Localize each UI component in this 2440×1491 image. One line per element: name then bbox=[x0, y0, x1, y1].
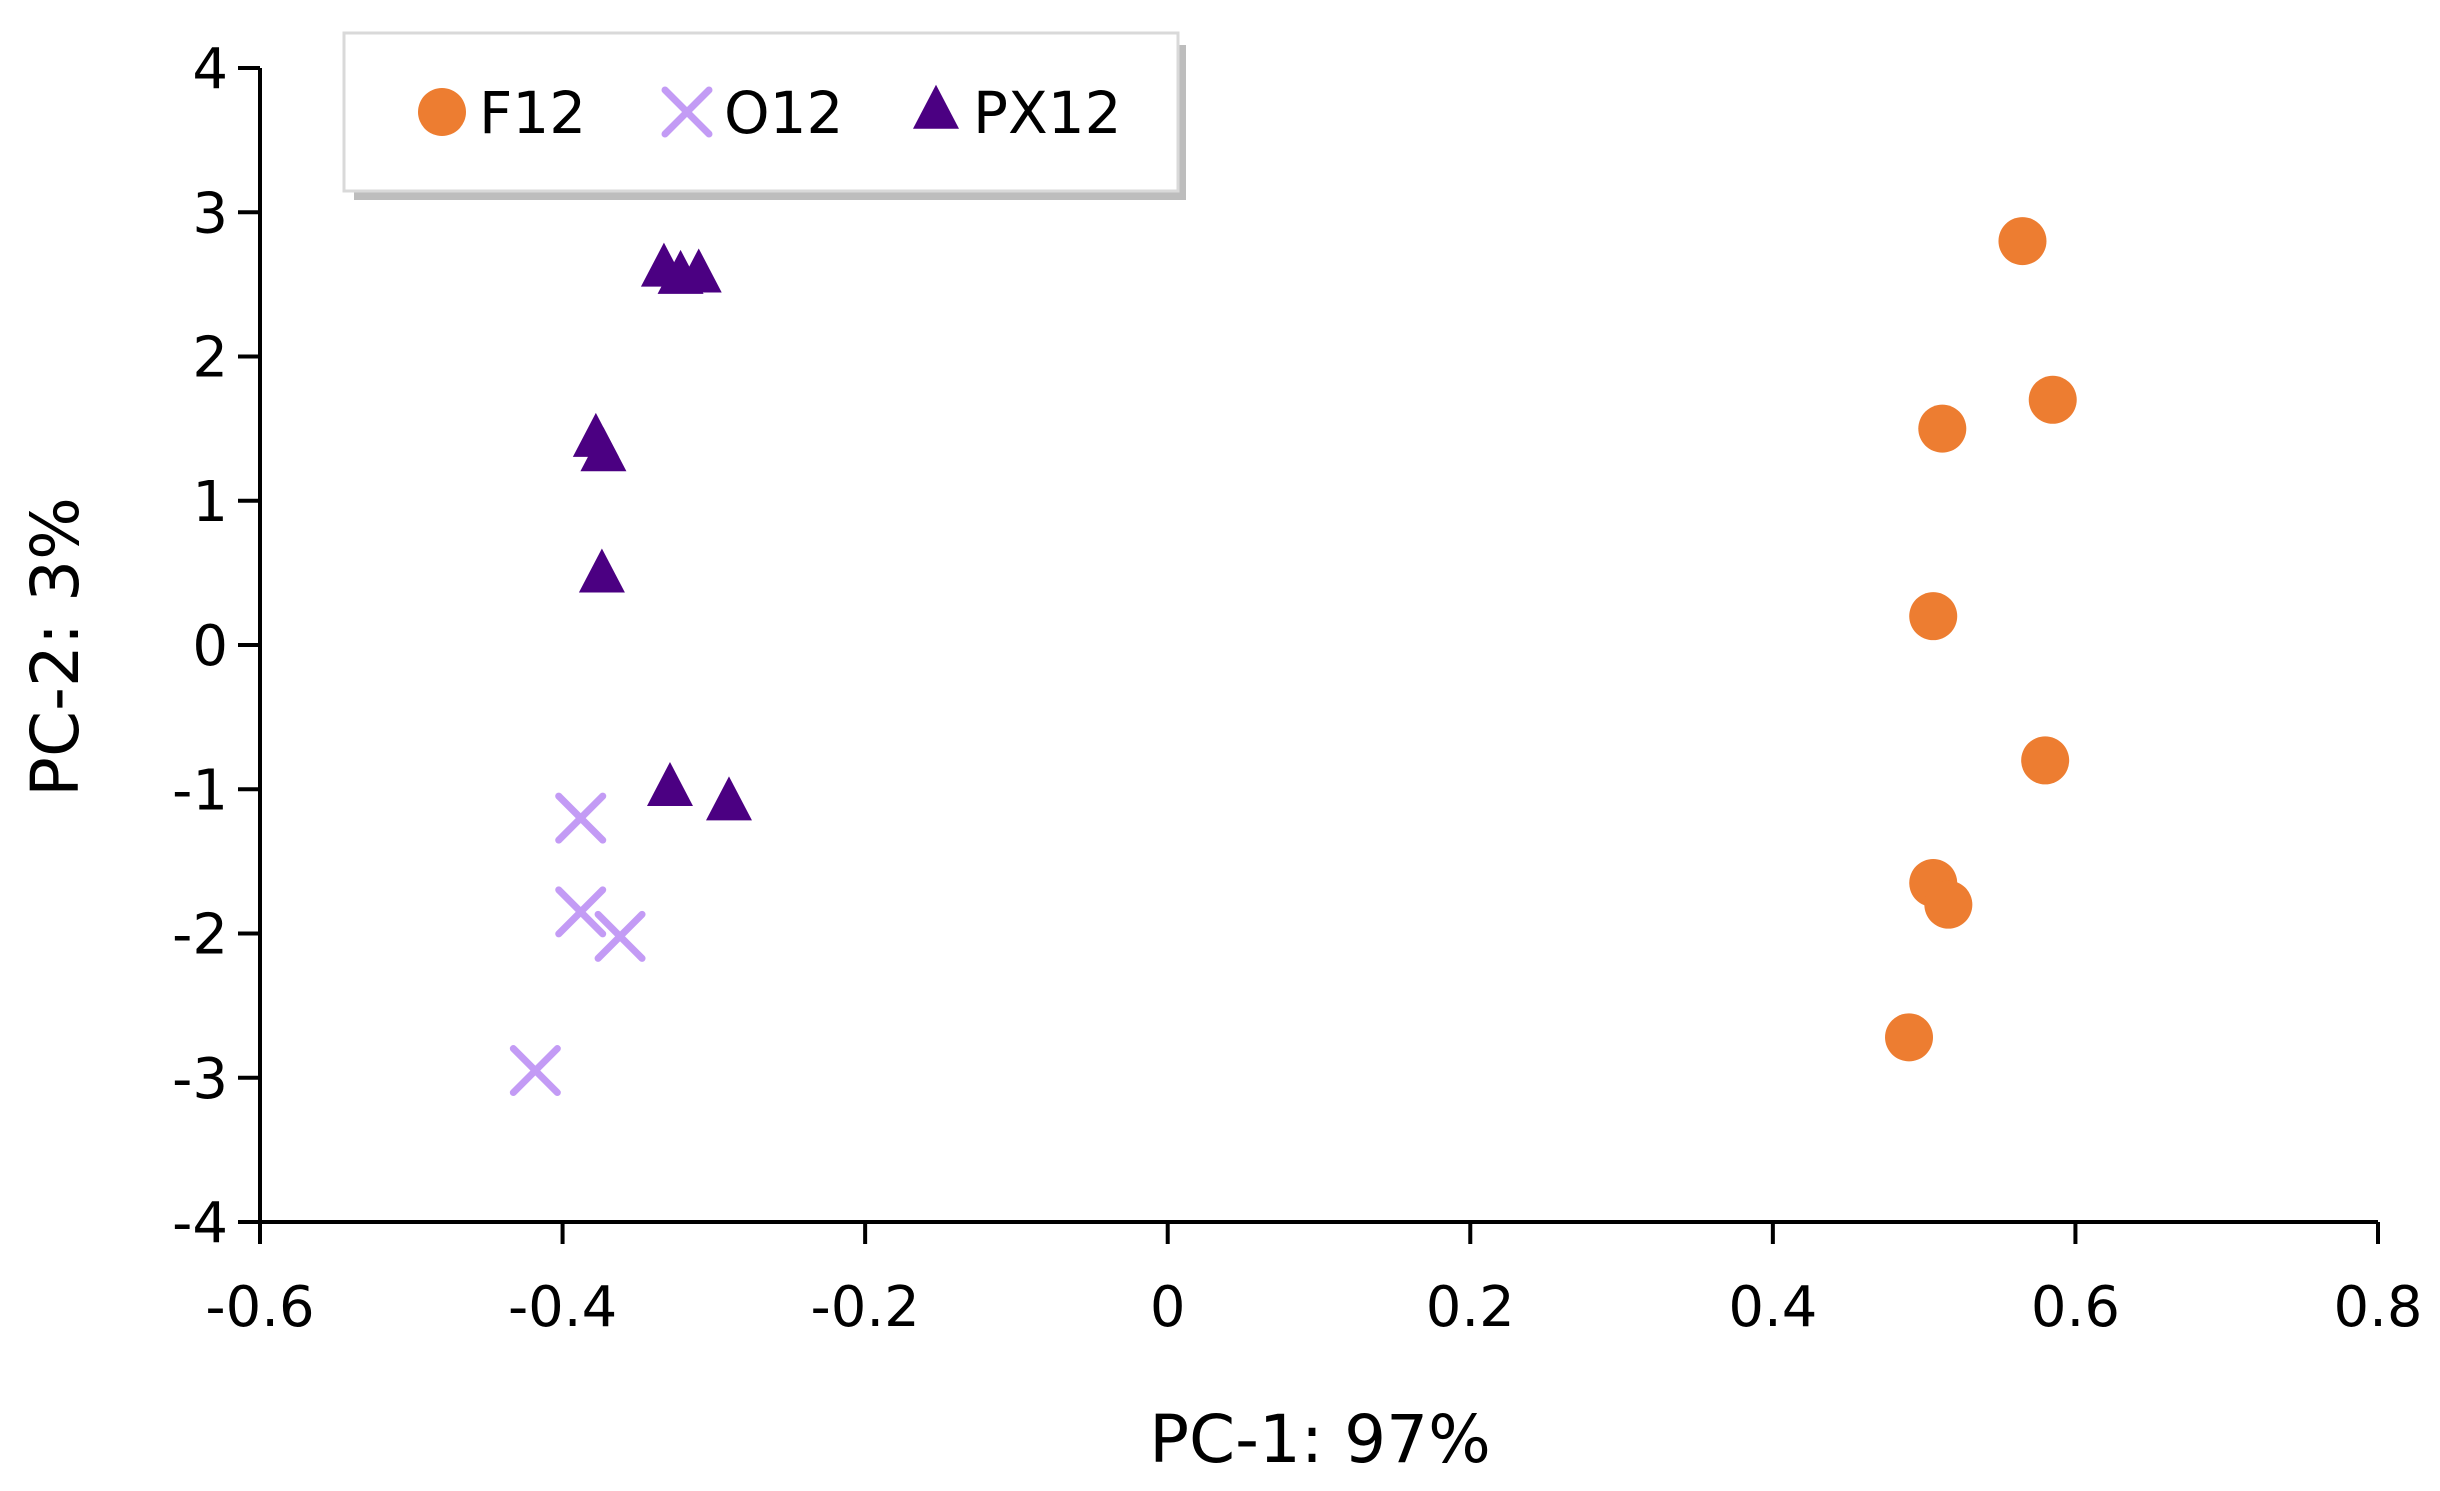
point-f12 bbox=[2021, 736, 2070, 785]
legend-box bbox=[342, 31, 1180, 193]
point-f12 bbox=[1909, 592, 1958, 641]
legend-item-f12: F12 bbox=[418, 79, 586, 147]
legend-items: F12 O12 PX12 bbox=[418, 79, 1122, 147]
y-tick-label: -2 bbox=[172, 903, 228, 968]
point-px12 bbox=[578, 548, 625, 593]
y-tick-label: 2 bbox=[192, 326, 228, 391]
point-o12 bbox=[555, 886, 607, 938]
point-f12 bbox=[1885, 1013, 1934, 1062]
point-px12 bbox=[705, 776, 752, 821]
y-tick-label: -1 bbox=[172, 758, 228, 823]
x-stroke bbox=[594, 910, 646, 962]
point-f12 bbox=[2028, 375, 2077, 424]
point-px12 bbox=[646, 761, 693, 806]
legend-label: F12 bbox=[479, 79, 586, 147]
y-tick-label: 4 bbox=[192, 37, 228, 102]
y-axis-title: PC-2: 3% bbox=[17, 497, 94, 797]
x-tick-label: 0.2 bbox=[1426, 1275, 1515, 1340]
legend-marker-f12 bbox=[418, 88, 466, 136]
y-tick-label: 3 bbox=[192, 181, 228, 246]
x-stroke bbox=[555, 886, 607, 938]
axes: -4 -3 -2 -1 0 1 2 3 4 -0.6 -0.4 -0.2 0 0.2 0.4 0.6 0.8 bbox=[172, 37, 2422, 1340]
y-tick-label: -4 bbox=[172, 1191, 228, 1256]
legend-label: PX12 bbox=[973, 79, 1122, 147]
legend-item-o12: O12 bbox=[661, 79, 843, 147]
point-px12 bbox=[675, 248, 722, 293]
y-tick-label: -3 bbox=[172, 1047, 228, 1112]
y-tick-label: 0 bbox=[192, 614, 228, 679]
x-stroke bbox=[661, 86, 713, 138]
x-tick-label: 0.4 bbox=[1728, 1275, 1817, 1340]
point-px12 bbox=[580, 427, 627, 472]
x-tick-label: 0.6 bbox=[2031, 1275, 2120, 1340]
legend-label: O12 bbox=[724, 79, 843, 147]
legend-item-px12: PX12 bbox=[913, 79, 1122, 147]
x-tick-label: 0.8 bbox=[2333, 1275, 2422, 1340]
point-o12 bbox=[555, 792, 607, 844]
x-tick-label: -0.2 bbox=[811, 1275, 920, 1340]
x-tick-label: -0.6 bbox=[205, 1275, 314, 1340]
x-tick-label: 0 bbox=[1150, 1275, 1186, 1340]
point-o12 bbox=[509, 1045, 561, 1097]
legend-marker-o12 bbox=[661, 86, 713, 138]
legend: F12 O12 PX12 bbox=[342, 31, 1186, 200]
legend-marker-px12 bbox=[913, 84, 959, 129]
point-f12 bbox=[1924, 880, 1973, 929]
x-tick-label: -0.4 bbox=[508, 1275, 617, 1340]
x-axis-title: PC-1: 97% bbox=[1149, 1401, 1491, 1478]
point-o12 bbox=[594, 910, 646, 962]
point-f12 bbox=[1918, 404, 1967, 453]
point-f12 bbox=[1998, 217, 2047, 266]
x-stroke bbox=[555, 792, 607, 844]
y-tick-label: 1 bbox=[192, 470, 228, 535]
data-points bbox=[509, 217, 2077, 1097]
x-stroke bbox=[509, 1045, 561, 1097]
